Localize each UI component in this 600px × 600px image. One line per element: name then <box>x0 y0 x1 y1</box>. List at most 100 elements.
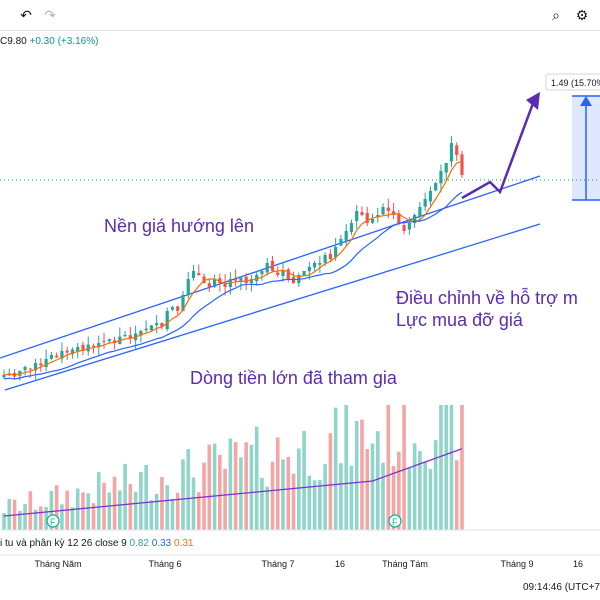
volume-bar <box>302 430 306 530</box>
volume-bar <box>428 469 433 530</box>
legend-price: 9.80 <box>7 36 27 47</box>
candle-body <box>197 273 201 275</box>
candle-body <box>328 253 332 259</box>
projection-arrow-head <box>526 92 540 110</box>
macd-label: i tu và phân kỳ 12 26 close 9 <box>0 538 127 549</box>
volume-bar <box>191 477 196 530</box>
candle-body <box>2 375 6 378</box>
candle-body <box>460 154 464 175</box>
volume-bar <box>202 462 206 530</box>
candle-body <box>355 211 359 221</box>
volume-bar <box>291 473 296 530</box>
svg-text:F: F <box>392 517 398 527</box>
volume-bar <box>375 431 380 530</box>
candle-body <box>402 225 406 231</box>
volume-bar <box>433 440 438 530</box>
volume-bar <box>318 479 322 530</box>
candle-body <box>407 223 411 230</box>
volume-bar <box>344 405 348 530</box>
redo-icon[interactable]: ↷ <box>44 7 56 23</box>
volume-bar <box>186 449 191 530</box>
volume-bar <box>365 449 370 530</box>
candle-body <box>302 271 306 276</box>
gear-icon[interactable]: ⚙ <box>575 7 589 23</box>
candle-body <box>33 363 38 371</box>
clock: 09:14:46 (UTC+7 <box>523 582 600 593</box>
volume-bar <box>460 405 464 530</box>
volume-bar <box>165 485 169 530</box>
volume-bar <box>454 460 459 530</box>
candle-body <box>86 344 90 352</box>
candle-body <box>323 255 327 263</box>
candle-body <box>55 355 59 358</box>
candle-body <box>270 260 275 271</box>
candle-body <box>60 351 64 359</box>
measure-label-bg <box>545 73 600 91</box>
candle-body <box>344 231 348 241</box>
candle-body <box>149 325 154 331</box>
candle-body <box>191 271 196 278</box>
volume-bar <box>391 466 396 530</box>
volume-bar <box>333 407 338 530</box>
volume-bar <box>439 405 443 530</box>
volume-bar <box>128 484 133 530</box>
volume-bar <box>265 486 270 530</box>
annotation-pullback-1: Điều chỉnh về hỗ trợ m <box>396 287 578 308</box>
svg-text:F: F <box>50 517 56 527</box>
candle-body <box>128 335 132 339</box>
candle-body <box>381 207 385 215</box>
macd-value-macd: 0.33 <box>151 538 172 549</box>
candle-body <box>202 276 206 283</box>
candle-body <box>423 199 427 207</box>
volume-bar <box>223 468 227 530</box>
volume-bar <box>207 444 212 530</box>
volume-bar <box>275 437 280 530</box>
volume-bar <box>7 499 12 530</box>
macd-value-signal: 0.31 <box>174 538 194 549</box>
candle-body <box>65 350 69 353</box>
dividend-marker-1: F <box>46 514 60 528</box>
x-tick-label: 16 <box>573 559 583 569</box>
candle-body <box>444 163 448 173</box>
candle-body <box>428 191 433 202</box>
volume-bar <box>118 490 122 530</box>
candle-body <box>286 269 290 279</box>
volume-bar <box>170 498 175 530</box>
x-tick-label: 16 <box>335 559 345 569</box>
measure-label: 1.49 (15.70%) <box>551 78 600 88</box>
price-chart[interactable]: 1.49 (15.70%) Nền giá hướng lên Điều chỉ… <box>0 30 600 580</box>
measure-arrow-head <box>580 96 592 106</box>
volume-bar <box>54 485 59 530</box>
moving-average-long-line <box>3 191 463 380</box>
volume-bar <box>218 454 222 530</box>
dividend-marker-2: F <box>388 514 402 528</box>
candle-body <box>107 339 111 342</box>
volume-bar <box>307 475 312 530</box>
volume-bar <box>39 506 43 530</box>
candle-body <box>91 345 96 347</box>
x-tick-label: Tháng Tám <box>382 559 428 569</box>
candle-body <box>318 263 322 265</box>
magnifier-gear-icon[interactable]: ⌕ <box>552 7 560 23</box>
undo-icon[interactable]: ↶ <box>20 7 32 23</box>
volume-bar <box>444 405 449 530</box>
projection-arrow <box>461 97 537 200</box>
candle-body <box>123 335 127 337</box>
moving-average-line <box>3 160 463 376</box>
volume-bar <box>370 443 375 530</box>
candle-body <box>112 340 117 343</box>
volume-bar <box>154 493 159 530</box>
candle-body <box>307 267 311 272</box>
candle-body <box>312 263 317 268</box>
volume-bar <box>49 490 54 530</box>
volume-bar <box>412 443 417 530</box>
candle-body <box>349 223 354 233</box>
candle-body <box>81 344 85 351</box>
candle-body <box>144 328 148 331</box>
volume-bar <box>233 442 238 530</box>
volume-bar <box>297 448 301 530</box>
candle-body <box>39 363 43 366</box>
candle-body <box>418 207 422 217</box>
candle-body <box>449 143 454 162</box>
volume-bar <box>244 442 248 530</box>
